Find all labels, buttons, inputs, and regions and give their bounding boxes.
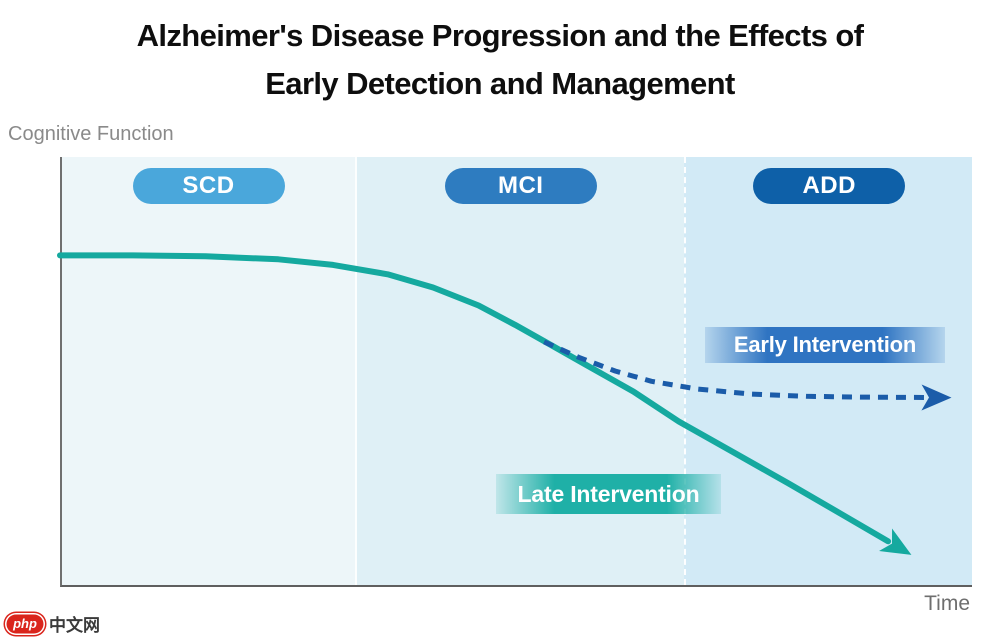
watermark-text: 中文网 [49,616,100,635]
chart-plot-area: SCD MCI ADD [60,157,972,587]
stage-badge-scd-label: SCD [182,172,235,199]
stage-band-add: ADD [684,157,972,585]
stage-badge-mci: MCI [444,168,597,204]
page-title-line-2: Early Detection and Management [265,66,735,101]
stage-band-scd: SCD [62,157,356,585]
x-axis-label: Time [924,592,970,615]
late-intervention-label-text: Late Intervention [517,480,700,507]
php-logo-badge: php [5,612,45,635]
stage-band-mci: MCI [355,157,685,585]
stage-badge-add: ADD [753,168,906,204]
stage-badge-mci-label: MCI [497,172,544,199]
y-axis-label: Cognitive Function [8,123,174,145]
page-title-line-1: Alzheimer's Disease Progression and the … [136,18,864,53]
php-chinese-net-watermark: php 中文网 [5,611,100,636]
stage-badge-scd: SCD [132,168,285,204]
late-intervention-label: Late Intervention [496,474,721,514]
page-title: Alzheimer's Disease Progression and the … [0,12,1000,108]
early-intervention-label-text: Early Intervention [733,332,917,357]
early-intervention-label: Early Intervention [705,327,945,363]
stage-badge-add-label: ADD [802,172,856,199]
